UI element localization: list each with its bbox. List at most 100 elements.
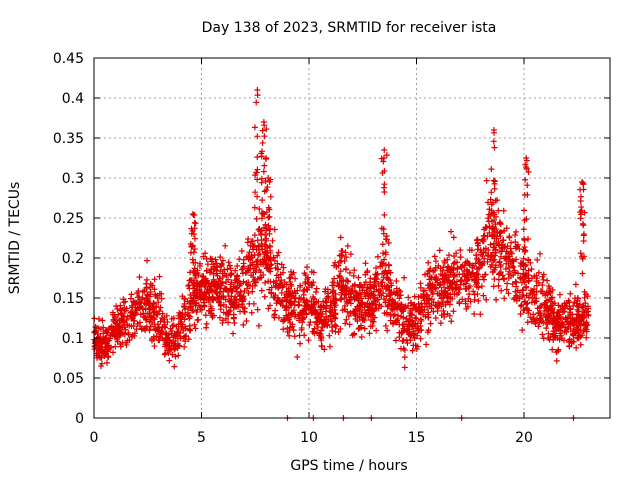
data-point (404, 339, 411, 346)
data-point (400, 345, 407, 352)
data-point (122, 326, 129, 333)
data-point (518, 301, 525, 308)
data-point (351, 296, 358, 303)
data-point (463, 266, 470, 273)
data-point (285, 285, 292, 292)
data-point (147, 284, 154, 291)
data-point (511, 267, 518, 274)
data-point (218, 260, 225, 267)
chart-title: Day 138 of 2023, SRMTID for receiver ist… (202, 20, 497, 36)
data-point (315, 298, 322, 305)
data-point (262, 279, 269, 286)
data-point (464, 303, 471, 310)
data-point (290, 307, 297, 314)
data-point (417, 284, 424, 291)
data-point (401, 354, 408, 361)
data-point (537, 288, 544, 295)
data-point (463, 285, 470, 292)
data-point (519, 279, 526, 286)
data-point (424, 311, 431, 318)
data-point (358, 333, 365, 340)
data-point (578, 204, 585, 211)
data-point (513, 283, 520, 290)
data-point (111, 318, 118, 325)
data-point (224, 311, 231, 318)
data-point (488, 201, 495, 208)
data-point (456, 300, 463, 307)
data-point (318, 306, 325, 313)
data-point (379, 283, 386, 290)
data-point (343, 291, 350, 298)
data-point (105, 354, 112, 361)
data-point (554, 348, 561, 355)
data-point (138, 303, 145, 310)
grid-lines (94, 58, 610, 418)
data-point (408, 299, 415, 306)
data-point (478, 283, 485, 290)
data-point (462, 272, 469, 279)
data-point (112, 332, 119, 339)
data-point (316, 332, 323, 339)
data-point (119, 324, 126, 331)
data-point (191, 321, 198, 328)
data-point (354, 312, 361, 319)
data-point (501, 227, 508, 234)
data-point (456, 271, 463, 278)
data-point (577, 198, 584, 205)
data-point (490, 257, 497, 264)
data-point (553, 357, 560, 364)
data-point (410, 330, 417, 337)
data-point (208, 256, 215, 262)
data-point (503, 225, 510, 232)
data-point (235, 278, 242, 285)
data-point (244, 281, 251, 288)
data-point (234, 272, 241, 279)
data-point (301, 270, 308, 277)
data-point (362, 312, 369, 319)
data-point (424, 270, 431, 277)
data-point (396, 295, 403, 302)
data-point (274, 297, 281, 304)
data-point (545, 283, 552, 290)
data-point (497, 221, 504, 228)
data-point (490, 177, 497, 184)
y-tick-label: 0.4 (62, 91, 84, 107)
data-point (258, 287, 265, 294)
data-point (156, 337, 163, 344)
data-point (265, 204, 272, 211)
data-point (265, 278, 272, 285)
data-point (187, 249, 194, 256)
data-point (576, 319, 583, 326)
data-point (191, 211, 198, 218)
data-point (525, 267, 532, 274)
data-point (309, 282, 316, 289)
data-point (342, 290, 349, 297)
data-point (194, 317, 201, 324)
data-point (383, 236, 390, 243)
data-point (444, 256, 451, 263)
data-point (286, 332, 293, 339)
data-point (224, 266, 231, 273)
data-point (319, 323, 326, 330)
data-point (549, 286, 556, 293)
data-point (555, 302, 562, 309)
data-point (225, 319, 232, 326)
data-point (485, 211, 492, 218)
data-point (266, 213, 273, 220)
data-point (185, 312, 192, 319)
data-point (381, 181, 388, 188)
data-point (381, 147, 388, 153)
data-point (364, 269, 371, 276)
data-point (180, 334, 187, 341)
data-point (566, 303, 573, 310)
data-point (371, 314, 378, 321)
data-point (521, 244, 528, 251)
data-point (217, 306, 224, 313)
data-point (268, 289, 275, 296)
data-point (102, 328, 109, 335)
data-point (417, 316, 424, 323)
data-point (367, 285, 374, 292)
data-point (577, 209, 584, 216)
data-point (133, 326, 140, 333)
data-point (254, 257, 261, 264)
